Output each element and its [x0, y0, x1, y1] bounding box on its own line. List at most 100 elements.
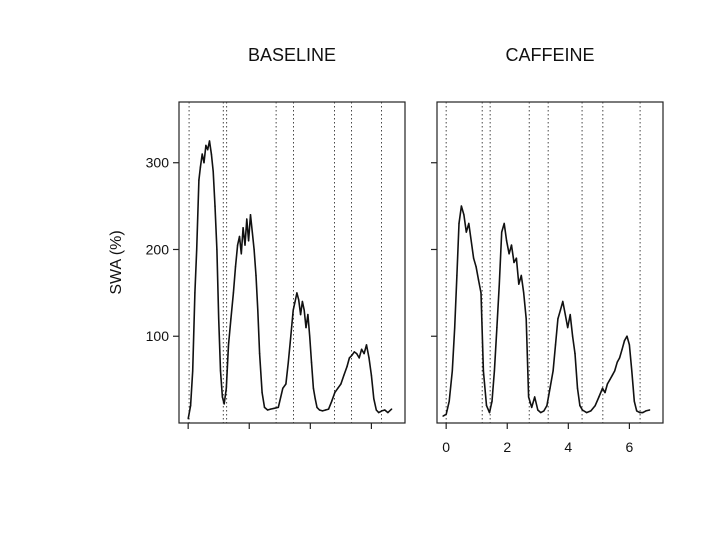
caffeine-swa-point-52 [576, 387, 579, 389]
caffeine-swa-point-15 [480, 292, 482, 294]
baseline-swa-point-79 [365, 344, 368, 346]
caffeine-swa-point-72 [633, 400, 635, 402]
baseline-swa-point-72 [348, 357, 351, 359]
caffeine-swa-point-24 [503, 222, 505, 225]
caffeine-swa-point-59 [601, 387, 604, 389]
baseline-swa-point-2 [192, 370, 194, 372]
baseline-swa-point-40 [266, 409, 269, 411]
baseline-swa-point-68 [337, 387, 339, 389]
baseline-swa-point-36 [257, 309, 259, 311]
baseline-swa-point-69 [340, 383, 342, 385]
caffeine-swa-point-6 [458, 222, 460, 225]
baseline-swa-point-5 [198, 179, 200, 181]
baseline-swa-point-49 [294, 300, 296, 303]
baseline-swa-point-57 [309, 335, 311, 337]
caffeine-swa-point-45 [559, 309, 562, 311]
caffeine-swa-point-49 [569, 313, 571, 316]
baseline-swa-point-66 [331, 400, 333, 402]
caffeine-swa-point-54 [581, 409, 584, 411]
baseline-swa-point-47 [290, 335, 292, 337]
baseline-plot-frame [178, 101, 406, 424]
baseline-swa-point-80 [368, 357, 370, 359]
caffeine-swa-point-1 [445, 413, 447, 415]
caffeine-swa-line [442, 205, 650, 417]
baseline-swa-point-37 [258, 352, 261, 355]
baseline-swa-point-18 [221, 396, 224, 398]
baseline-swa-point-38 [261, 391, 263, 394]
baseline-swa-point-65 [327, 408, 330, 410]
baseline-swa-point-41 [269, 408, 272, 410]
baseline-swa-point-55 [305, 326, 307, 329]
baseline-swa-point-83 [375, 409, 377, 411]
caffeine-swa-point-46 [562, 300, 564, 303]
baseline-swa-point-1 [189, 404, 192, 407]
caffeine-swa-point-42 [552, 370, 554, 372]
baseline-swa-point-70 [343, 374, 345, 376]
baseline-swa-point-28 [242, 227, 244, 229]
baseline-swa-point-56 [307, 313, 309, 316]
caffeine-swa-point-21 [496, 326, 498, 329]
caffeine-swa-point-43 [554, 344, 557, 346]
caffeine-swa-point-53 [579, 404, 581, 407]
caffeine-swa-point-69 [626, 335, 628, 337]
baseline-ytick-label-300: 300 [146, 155, 170, 171]
caffeine-swa-point-7 [460, 205, 463, 207]
baseline-swa-point-81 [370, 374, 373, 376]
baseline-panel: BASELINE 100 200 300 SWA (%) [108, 45, 406, 429]
caffeine-title: CAFFEINE [505, 45, 594, 65]
baseline-swa-point-87 [387, 411, 389, 414]
baseline-swa-point-43 [277, 406, 279, 409]
baseline-swa-point-12 [210, 153, 213, 155]
caffeine-swa-point-0 [442, 415, 444, 417]
baseline-swa-point-39 [263, 406, 266, 409]
caffeine-swa-point-36 [534, 396, 536, 398]
caffeine-swa-point-4 [454, 326, 456, 329]
baseline-swa-point-67 [334, 391, 336, 394]
baseline-swa-point-32 [249, 214, 252, 216]
baseline-swa-point-77 [360, 348, 363, 350]
caffeine-swa-point-64 [614, 370, 616, 372]
baseline-swa-point-30 [246, 218, 248, 220]
baseline-swa-point-24 [234, 266, 237, 268]
caffeine-swa-point-63 [611, 374, 613, 376]
caffeine-swa-point-29 [515, 257, 518, 259]
caffeine-swa-point-51 [574, 352, 576, 355]
caffeine-swa-point-40 [546, 404, 548, 407]
caffeine-swa-point-2 [448, 400, 450, 402]
caffeine-swa-point-75 [642, 411, 644, 414]
baseline-swa-point-11 [208, 140, 211, 142]
caffeine-xtick-label-0: 0 [442, 439, 450, 455]
caffeine-swa-point-58 [598, 396, 600, 398]
baseline-swa-point-42 [273, 407, 275, 409]
caffeine-swa-point-66 [618, 357, 621, 359]
caffeine-swa-point-13 [475, 266, 477, 268]
caffeine-swa-point-32 [523, 292, 525, 294]
caffeine-swa-point-77 [648, 409, 651, 411]
baseline-swa-point-17 [219, 370, 222, 372]
baseline-swa-point-73 [351, 354, 353, 356]
caffeine-swa-point-41 [549, 387, 551, 389]
baseline-swa-point-64 [324, 409, 327, 411]
baseline-swa-point-75 [356, 352, 358, 355]
caffeine-swa-point-62 [609, 378, 611, 381]
baseline-swa-point-59 [312, 387, 315, 389]
caffeine-swa-point-37 [537, 409, 539, 411]
baseline-swa-point-22 [230, 318, 232, 320]
caffeine-swa-point-67 [621, 348, 623, 350]
baseline-y-axis-label: SWA (%) [108, 230, 125, 294]
baseline-swa-point-88 [390, 408, 393, 410]
baseline-title: BASELINE [248, 45, 336, 65]
caffeine-swa-point-27 [510, 244, 513, 246]
baseline-swa-point-44 [282, 387, 284, 389]
baseline-swa-point-46 [287, 361, 289, 363]
baseline-swa-point-21 [227, 344, 230, 346]
baseline-swa-point-14 [214, 205, 216, 207]
baseline-swa-point-52 [299, 313, 302, 316]
caffeine-panel: CAFFEINE 0 2 4 6 [431, 45, 664, 455]
caffeine-swa-point-34 [527, 396, 530, 398]
baseline-swa-point-61 [316, 406, 318, 409]
caffeine-swa-point-31 [520, 274, 522, 277]
caffeine-swa-point-25 [505, 240, 508, 242]
caffeine-swa-point-14 [477, 279, 480, 281]
baseline-swa-point-78 [363, 352, 365, 355]
